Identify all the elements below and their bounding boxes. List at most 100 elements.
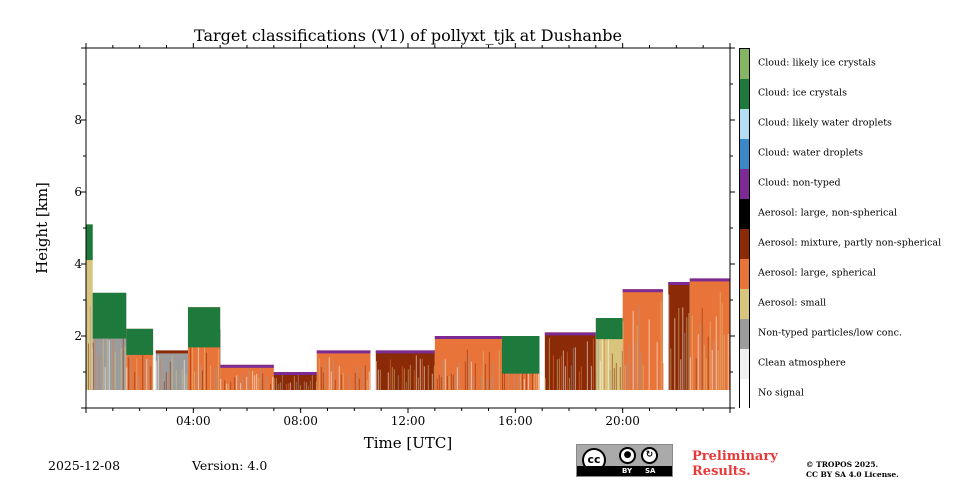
profile-texture bbox=[222, 372, 224, 390]
preliminary-line-2: Results. bbox=[692, 464, 751, 479]
profile-block bbox=[155, 350, 189, 390]
profile-texture bbox=[340, 374, 342, 390]
version-label: Version: 4.0 bbox=[192, 458, 268, 473]
profile-texture bbox=[401, 365, 403, 390]
profile-texture bbox=[114, 351, 116, 390]
profile-texture bbox=[189, 323, 191, 390]
profile-block bbox=[316, 350, 371, 390]
profile-texture bbox=[552, 355, 554, 390]
profile-texture bbox=[94, 317, 96, 390]
profile-texture bbox=[574, 347, 576, 390]
profile-block bbox=[126, 328, 154, 390]
profile-texture bbox=[230, 381, 232, 390]
profile-texture bbox=[283, 385, 285, 390]
profile-texture bbox=[644, 324, 646, 390]
profile-texture bbox=[213, 368, 215, 390]
profile-texture bbox=[161, 364, 163, 390]
profile-texture bbox=[576, 342, 578, 390]
profile-texture bbox=[138, 375, 140, 390]
profile-texture bbox=[480, 375, 482, 390]
profile-texture bbox=[126, 367, 128, 390]
profile-texture bbox=[175, 369, 177, 390]
profile-texture bbox=[725, 322, 727, 390]
profile-texture bbox=[636, 325, 638, 390]
profile-texture bbox=[607, 335, 609, 390]
profile-texture bbox=[268, 369, 270, 390]
profile-texture bbox=[352, 355, 354, 390]
profile-block bbox=[92, 292, 127, 390]
profile-texture bbox=[431, 373, 433, 390]
profile-texture bbox=[601, 337, 603, 390]
profile-texture bbox=[205, 352, 207, 390]
profile-texture bbox=[460, 345, 462, 390]
colorbar-segment bbox=[740, 169, 749, 199]
profile-texture bbox=[389, 359, 391, 390]
profile-texture bbox=[624, 364, 626, 390]
profile-texture bbox=[232, 384, 234, 390]
profile-top-layer bbox=[595, 318, 623, 340]
profile-texture bbox=[195, 372, 197, 390]
profile-texture bbox=[548, 338, 550, 390]
profile-texture bbox=[179, 357, 181, 390]
profile-texture bbox=[703, 344, 705, 390]
profile-texture bbox=[375, 361, 377, 390]
profile-texture bbox=[478, 371, 480, 390]
profile-texture bbox=[228, 383, 230, 390]
profile-block bbox=[668, 282, 690, 390]
profile-texture bbox=[279, 382, 281, 390]
profile-texture bbox=[434, 353, 436, 390]
profile-top-layer bbox=[126, 328, 154, 355]
profile-texture bbox=[550, 377, 552, 390]
profile-texture bbox=[411, 379, 413, 390]
profile-texture bbox=[356, 366, 358, 390]
profile-texture bbox=[527, 370, 529, 390]
profile-texture bbox=[242, 373, 244, 390]
x-tick-label: 20:00 bbox=[605, 414, 640, 428]
profile-texture bbox=[436, 378, 438, 390]
profile-texture bbox=[342, 373, 344, 390]
x-tick-label: 04:00 bbox=[176, 414, 211, 428]
profile-texture bbox=[603, 337, 605, 390]
cc-by-label: BY bbox=[622, 467, 633, 475]
profile-texture bbox=[676, 361, 678, 390]
profile-base-layer bbox=[544, 332, 596, 390]
profile-texture bbox=[209, 365, 211, 390]
chart-title: Target classifications (V1) of pollyxt_t… bbox=[194, 26, 622, 45]
profile-texture bbox=[697, 334, 699, 390]
profile-top-layer bbox=[273, 372, 317, 375]
profile-texture bbox=[104, 367, 106, 390]
profile-texture bbox=[236, 375, 238, 390]
y-tick-label: 2 bbox=[74, 329, 82, 343]
profile-texture bbox=[652, 329, 654, 390]
y-axis-label: Height [km] bbox=[33, 182, 51, 274]
profile-texture bbox=[597, 334, 599, 390]
profile-texture bbox=[611, 353, 613, 390]
share-alike-icon: ↻ bbox=[641, 447, 658, 464]
profile-texture bbox=[136, 358, 138, 390]
profile-texture bbox=[169, 361, 171, 390]
profile-texture bbox=[381, 357, 383, 390]
profile-texture bbox=[680, 359, 682, 390]
profile-texture bbox=[617, 367, 619, 390]
colorbar-label: Cloud: water droplets bbox=[758, 147, 864, 159]
profile-texture bbox=[234, 377, 236, 390]
profile-texture bbox=[252, 371, 254, 390]
profile-texture bbox=[122, 317, 124, 390]
profile-texture bbox=[572, 347, 574, 390]
profile-texture bbox=[609, 369, 611, 390]
profile-texture bbox=[130, 351, 132, 390]
profile-texture bbox=[586, 341, 588, 390]
profile-texture bbox=[440, 377, 442, 390]
profile-texture bbox=[395, 368, 397, 390]
colorbar-segment bbox=[740, 229, 749, 259]
profile-texture bbox=[287, 383, 289, 390]
profile-texture bbox=[546, 371, 548, 390]
profile-top-layer bbox=[668, 282, 690, 285]
profile-texture bbox=[622, 321, 624, 390]
profile-texture bbox=[224, 380, 226, 390]
profile-texture bbox=[454, 375, 456, 390]
profile-texture bbox=[415, 355, 417, 390]
profile-texture bbox=[318, 358, 320, 390]
profile-texture bbox=[262, 373, 264, 390]
profile-texture bbox=[346, 360, 348, 390]
